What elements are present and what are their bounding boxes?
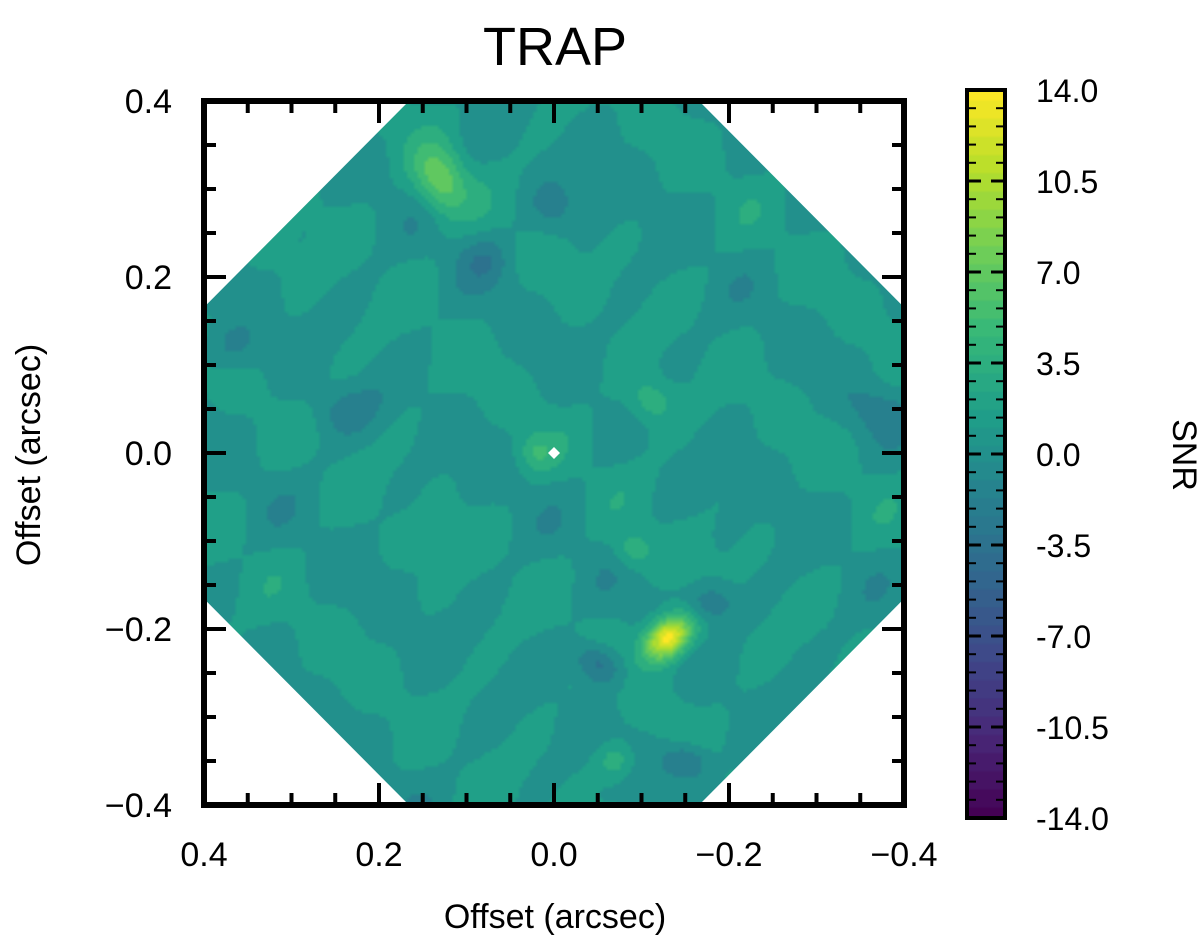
x-tick-label: −0.2 — [695, 836, 762, 874]
x-axis-label: Offset (arcsec) — [444, 898, 666, 936]
colorbar — [965, 88, 1007, 820]
x-tick-label: 0.2 — [355, 836, 402, 874]
y-axis-label: Offset (arcsec) — [10, 344, 48, 566]
y-tick-label: −0.4 — [105, 787, 172, 825]
y-tick-label: 0.4 — [125, 83, 172, 121]
y-tick-label: 0.2 — [125, 259, 172, 297]
colorbar-tick-label: -7.0 — [1036, 619, 1091, 655]
colorbar-tick-label: 0.0 — [1036, 437, 1080, 473]
x-axis-tick-labels: 0.4 0.2 0.0 −0.2 −0.4 — [180, 836, 937, 874]
plot-area — [201, 98, 907, 808]
y-tick-label: −0.2 — [105, 611, 172, 649]
colorbar-tick-label: 14.0 — [1036, 73, 1098, 109]
colorbar-tick-label: 10.5 — [1036, 164, 1098, 200]
x-tick-label: 0.4 — [180, 836, 227, 874]
colorbar-tick-label: -10.5 — [1036, 710, 1109, 746]
colorbar-label: SNR — [1165, 419, 1200, 491]
plot-frame — [201, 98, 907, 808]
colorbar-tick-label: 3.5 — [1036, 346, 1080, 382]
colorbar-tick-label: 7.0 — [1036, 255, 1080, 291]
chart-title: TRAP — [483, 17, 627, 77]
colorbar-tick-label: -14.0 — [1036, 801, 1109, 837]
y-axis-tick-labels: 0.4 0.2 0.0 −0.2 −0.4 — [105, 83, 172, 825]
colorbar-tick-labels: 14.0 10.5 7.0 3.5 0.0 -3.5 -7.0 -10.5 -14.0 — [1036, 73, 1109, 837]
colorbar-frame — [965, 88, 1007, 820]
x-tick-label: −0.4 — [870, 836, 937, 874]
colorbar-tick-label: -3.5 — [1036, 528, 1091, 564]
center-marker — [548, 447, 560, 459]
x-tick-label: 0.0 — [530, 836, 577, 874]
y-tick-label: 0.0 — [125, 435, 172, 473]
